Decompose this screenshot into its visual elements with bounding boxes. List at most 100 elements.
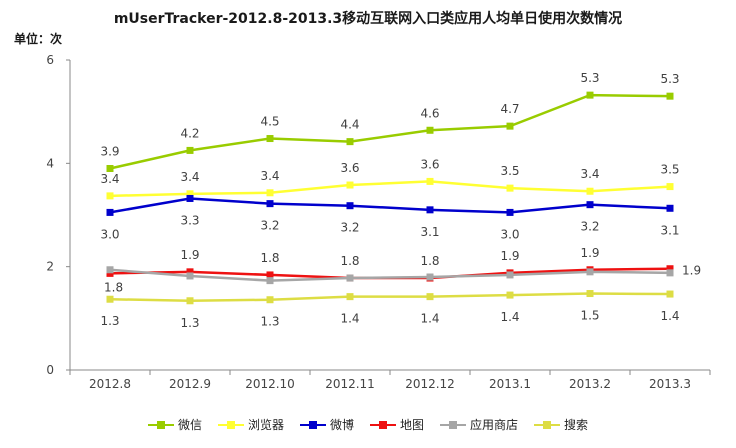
legend-item: 应用商店 (440, 416, 518, 433)
chart-legend: 微信 浏览器 微博 地图 应用商店 搜索 (0, 416, 736, 433)
data-label: 4.4 (340, 118, 359, 132)
data-label: 1.3 (180, 316, 199, 330)
series-line (109, 268, 671, 282)
y-tick-label: 6 (46, 53, 54, 67)
data-label: 3.4 (580, 167, 599, 181)
y-axis-unit-label: 单位：次 (14, 32, 63, 46)
legend-label: 地图 (400, 418, 425, 432)
data-point (666, 265, 674, 273)
data-label: 1.9 (500, 249, 519, 263)
data-point (266, 189, 274, 197)
data-point (186, 194, 194, 202)
data-point (266, 296, 274, 304)
data-point (186, 190, 194, 198)
data-label: 1.9 (580, 246, 599, 260)
data-label: 3.6 (340, 161, 359, 175)
data-label: 1.4 (420, 312, 439, 326)
data-label: 3.5 (500, 164, 519, 178)
data-point (346, 274, 354, 282)
data-label: 3.6 (420, 157, 439, 171)
x-tick-label: 2013.3 (649, 377, 691, 391)
x-tick-label: 2012.8 (89, 377, 131, 391)
data-point (106, 192, 114, 200)
data-label: 1.8 (260, 251, 279, 265)
data-point (426, 126, 434, 134)
data-label: 3.5 (660, 163, 679, 177)
data-label: 3.2 (340, 221, 359, 235)
data-label: 4.5 (260, 115, 279, 129)
legend-item: 微博 (299, 416, 354, 433)
data-label: 3.2 (260, 219, 279, 233)
legend-swatch (440, 420, 467, 430)
data-label: 1.8 (340, 254, 359, 268)
data-label: 3.3 (180, 213, 199, 227)
data-label: 3.0 (100, 227, 119, 241)
data-point (666, 290, 674, 298)
data-label: 3.1 (660, 223, 679, 237)
x-tick-label: 2012.10 (245, 377, 295, 391)
data-point (266, 277, 274, 285)
x-tick-label: 2012.9 (169, 377, 211, 391)
data-point (106, 208, 114, 216)
data-label: 3.9 (100, 145, 119, 159)
data-label: 1.4 (340, 312, 359, 326)
data-point (106, 295, 114, 303)
legend-item: 地图 (370, 416, 424, 433)
x-tick-label: 2012.12 (405, 377, 455, 391)
data-point (266, 200, 274, 208)
data-point (346, 293, 354, 301)
data-label: 4.2 (180, 126, 199, 140)
data-label: 1.8 (420, 254, 439, 268)
data-point (426, 206, 434, 214)
legend-item: 搜索 (534, 416, 588, 433)
data-label: 4.6 (420, 106, 439, 120)
data-label: 3.0 (500, 227, 519, 241)
data-point (506, 184, 514, 192)
data-label: 1.4 (660, 309, 679, 323)
data-point (666, 204, 674, 212)
series-line (109, 197, 671, 214)
legend-swatch (147, 420, 174, 430)
line-chart: 0 2 4 6 2012.8 2012.9 2012.10 2012.11 2012.12 201… (46, 53, 711, 391)
data-point (586, 91, 594, 99)
legend-swatch (534, 420, 561, 430)
data-point (426, 293, 434, 301)
data-point (586, 290, 594, 298)
data-label: 4.7 (500, 102, 519, 116)
legend-swatch (370, 420, 396, 430)
x-tick-label: 2013.2 (569, 377, 611, 391)
legend-item: 微信 (147, 416, 202, 433)
y-tick-label: 0 (46, 363, 54, 377)
data-point (186, 146, 194, 154)
data-point (426, 177, 434, 185)
data-label: 1.3 (260, 315, 279, 329)
legend-label: 浏览器 (247, 418, 284, 432)
data-label: 3.4 (260, 169, 279, 183)
data-label: 3.4 (180, 170, 199, 184)
series-line (109, 180, 671, 198)
y-tick-label: 2 (46, 260, 54, 274)
data-point (346, 181, 354, 189)
data-point (666, 183, 674, 191)
data-point (506, 208, 514, 216)
data-point (506, 122, 514, 130)
data-point (426, 273, 434, 281)
data-label: 3.2 (580, 220, 599, 234)
data-point (266, 135, 274, 143)
data-point (586, 187, 594, 195)
data-label: 1.5 (580, 309, 599, 323)
data-point (506, 271, 514, 279)
chart-title: mUserTracker-2012.8-2013.3移动互联网入口类应用人均单日… (113, 11, 623, 27)
data-point (666, 269, 674, 277)
legend-swatch (217, 420, 244, 430)
data-label: 1.9 (682, 264, 701, 278)
data-label: 5.3 (580, 71, 599, 85)
y-tick-label: 4 (46, 156, 54, 170)
data-point (266, 271, 274, 279)
data-point (586, 268, 594, 276)
data-label: 1.8 (104, 280, 123, 294)
legend-label: 微信 (177, 418, 202, 432)
x-tick-label: 2012.11 (325, 377, 375, 391)
data-point (346, 202, 354, 210)
series-line (109, 93, 671, 170)
